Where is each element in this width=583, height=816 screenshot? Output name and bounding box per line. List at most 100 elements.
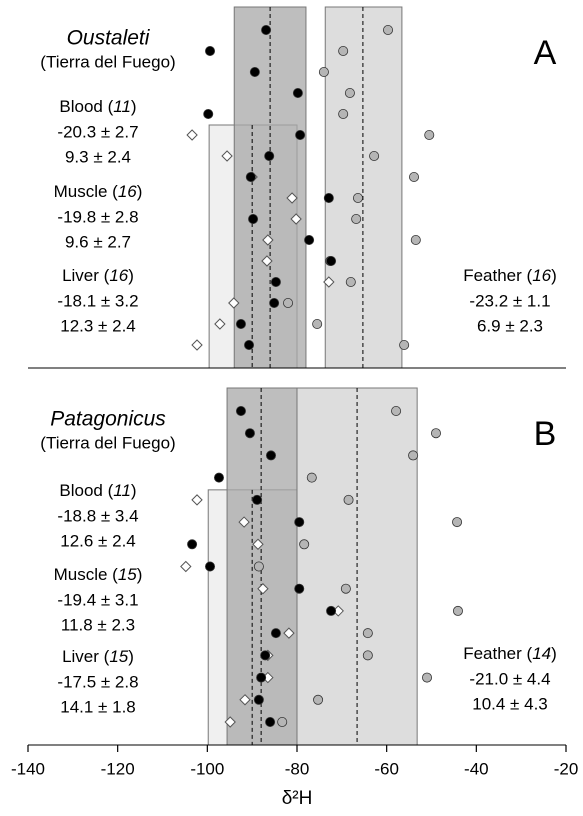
note-label-part: )	[128, 647, 134, 666]
point	[299, 539, 310, 550]
note-line: -18.8 ± 3.4	[57, 506, 138, 525]
note-label: Feather (16)	[463, 266, 557, 285]
point	[214, 318, 226, 330]
point	[338, 109, 349, 120]
panel-subtitle: (Tierra del Fuego)	[40, 433, 175, 452]
note-line: -23.2 ± 1.1	[469, 291, 550, 310]
note-label-part: )	[137, 182, 143, 201]
point	[277, 717, 288, 728]
note-label-part: )	[551, 644, 557, 663]
note-line: 6.9 ± 2.3	[477, 316, 543, 335]
panel-label: A	[534, 34, 557, 72]
point	[326, 255, 337, 266]
point	[180, 560, 192, 573]
note-label-part: 16	[109, 266, 128, 285]
point	[252, 538, 264, 550]
point	[391, 405, 402, 416]
x-tick-label: -60	[374, 759, 399, 778]
point	[399, 339, 410, 350]
point	[244, 428, 255, 439]
point	[213, 472, 224, 483]
point	[257, 583, 269, 595]
note-label-part: )	[131, 97, 137, 116]
x-tick-label: -80	[285, 759, 310, 778]
point	[191, 339, 203, 351]
note-label: Blood (11)	[59, 481, 136, 500]
note-label-part: )	[137, 565, 143, 584]
point	[344, 88, 355, 99]
point	[264, 150, 275, 161]
point	[452, 605, 463, 616]
note-label-part: Feather (	[463, 644, 532, 663]
point	[312, 318, 323, 329]
point	[283, 297, 294, 308]
point	[362, 650, 373, 661]
point	[294, 583, 305, 594]
note-line: -18.1 ± 3.2	[57, 291, 138, 310]
point	[262, 234, 274, 246]
point	[245, 171, 256, 182]
point	[295, 129, 306, 140]
point	[283, 627, 295, 639]
point	[187, 539, 198, 550]
note-line: 11.8 ± 2.3	[61, 615, 135, 634]
panel-label: B	[534, 415, 557, 453]
note-line: -17.5 ± 2.8	[57, 672, 138, 691]
point	[410, 234, 421, 245]
note-line: 12.3 ± 2.4	[60, 316, 136, 335]
note-label: Blood (11)	[59, 97, 136, 116]
point	[239, 694, 251, 706]
point	[369, 150, 380, 161]
point	[340, 583, 351, 594]
note-label-part: 16	[118, 182, 137, 201]
point	[323, 192, 334, 203]
point	[221, 150, 233, 162]
point	[326, 605, 337, 616]
point	[408, 450, 419, 461]
point	[270, 628, 281, 639]
point	[383, 24, 394, 35]
note-line: -21.0 ± 4.4	[469, 669, 550, 688]
point	[306, 472, 317, 483]
point	[235, 405, 246, 416]
panel-subtitle: (Tierra del Fuego)	[40, 52, 175, 71]
point	[424, 129, 435, 140]
note-label: Muscle (16)	[54, 182, 143, 201]
point	[248, 213, 259, 224]
panel-title: Patagonicus	[50, 408, 166, 431]
point	[265, 450, 276, 461]
x-axis-title: δ²H	[282, 788, 313, 809]
note-line: 9.6 ± 2.7	[65, 232, 131, 251]
point	[261, 255, 273, 267]
note-label: Liver (16)	[62, 266, 134, 285]
point	[249, 67, 260, 78]
point	[290, 213, 302, 225]
note-label-part: Liver (	[62, 266, 110, 285]
point	[253, 694, 264, 705]
point	[260, 650, 271, 661]
point	[343, 494, 354, 505]
note-line: 9.3 ± 2.4	[65, 147, 131, 166]
note-label-part: )	[128, 266, 134, 285]
note-label-part: 15	[118, 565, 137, 584]
point	[362, 628, 373, 639]
note-label-part: Muscle (	[54, 182, 119, 201]
note-label-part: 11	[113, 481, 131, 500]
point	[294, 517, 305, 528]
note-label-part: Blood (	[59, 97, 113, 116]
point	[244, 339, 255, 350]
point	[452, 517, 463, 528]
point	[286, 192, 298, 204]
x-tick-label: -140	[11, 759, 45, 778]
point	[238, 516, 250, 528]
point	[205, 46, 216, 57]
point	[224, 716, 236, 728]
point	[313, 694, 324, 705]
note-line: -20.3 ± 2.7	[57, 122, 138, 141]
point	[422, 672, 433, 683]
point	[270, 276, 281, 287]
point	[205, 561, 216, 572]
point	[253, 561, 264, 572]
point	[318, 67, 329, 78]
